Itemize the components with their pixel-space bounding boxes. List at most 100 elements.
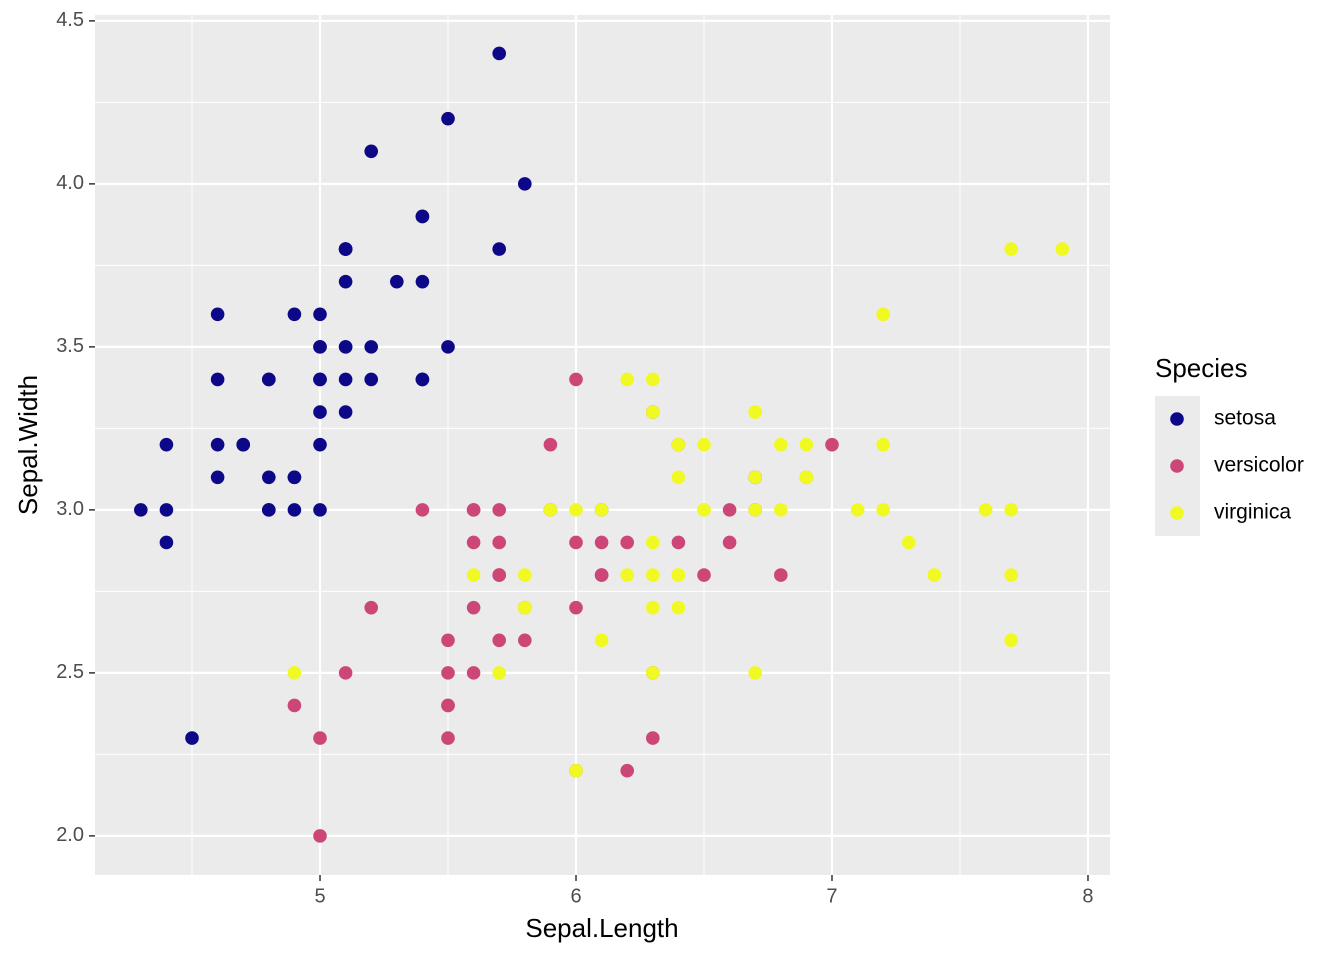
point bbox=[748, 405, 762, 419]
point bbox=[569, 372, 583, 387]
legend-marker bbox=[1170, 459, 1184, 473]
x-tick-label: 5 bbox=[314, 885, 325, 907]
point bbox=[671, 470, 686, 485]
point bbox=[492, 666, 507, 680]
point bbox=[594, 633, 609, 648]
point bbox=[646, 535, 660, 550]
x-tick-label: 8 bbox=[1082, 885, 1093, 907]
point bbox=[236, 437, 251, 452]
point bbox=[466, 666, 481, 680]
point bbox=[466, 600, 481, 615]
point bbox=[492, 568, 507, 582]
point bbox=[748, 666, 762, 680]
point bbox=[646, 666, 660, 680]
point bbox=[313, 372, 327, 387]
point bbox=[364, 340, 379, 354]
point bbox=[313, 340, 327, 354]
y-tick-label: 2.0 bbox=[56, 824, 84, 846]
point bbox=[518, 568, 532, 582]
point bbox=[646, 568, 660, 582]
point bbox=[901, 535, 916, 550]
point bbox=[338, 405, 353, 419]
point bbox=[441, 666, 455, 680]
point bbox=[262, 503, 276, 517]
point bbox=[569, 600, 583, 615]
point bbox=[646, 600, 660, 615]
point bbox=[620, 763, 635, 778]
point bbox=[646, 372, 660, 387]
point bbox=[825, 437, 839, 452]
point bbox=[620, 568, 635, 582]
legend-label: setosa bbox=[1214, 407, 1276, 430]
point bbox=[876, 307, 890, 322]
point bbox=[569, 535, 583, 550]
x-tick-label: 6 bbox=[570, 885, 581, 907]
point bbox=[492, 535, 507, 550]
y-tick-label: 4.0 bbox=[56, 172, 84, 194]
point bbox=[466, 503, 481, 517]
point bbox=[1004, 633, 1018, 648]
panel-background bbox=[95, 15, 1110, 875]
point bbox=[287, 698, 302, 713]
point bbox=[646, 731, 660, 745]
point bbox=[159, 535, 174, 550]
point bbox=[492, 633, 507, 648]
x-tick-label: 7 bbox=[826, 885, 837, 907]
point bbox=[671, 437, 686, 452]
point bbox=[210, 307, 225, 322]
legend-label: versicolor bbox=[1214, 454, 1304, 477]
point bbox=[927, 568, 942, 582]
point bbox=[415, 503, 430, 517]
point bbox=[876, 437, 890, 452]
point bbox=[1055, 242, 1070, 256]
point bbox=[364, 144, 379, 159]
point bbox=[1004, 503, 1018, 517]
point bbox=[390, 274, 404, 289]
point bbox=[287, 503, 302, 517]
point bbox=[850, 503, 865, 517]
point bbox=[313, 437, 327, 452]
point bbox=[620, 535, 635, 550]
point bbox=[543, 503, 558, 517]
point bbox=[313, 731, 327, 745]
point bbox=[338, 274, 353, 289]
point bbox=[876, 503, 890, 517]
y-tick-label: 4.5 bbox=[56, 9, 84, 31]
point bbox=[466, 568, 481, 582]
x-axis-title: Sepal.Length bbox=[525, 913, 678, 943]
point bbox=[1004, 242, 1018, 256]
point bbox=[287, 666, 302, 680]
axes: 5 6 7 8 2.0 2.5 3.0 3.5 4.0 4.5 bbox=[56, 9, 1093, 907]
point bbox=[313, 307, 327, 322]
point bbox=[415, 372, 430, 387]
point bbox=[748, 470, 762, 485]
point bbox=[671, 568, 686, 582]
point bbox=[492, 242, 507, 256]
y-axis-title: Sepal.Width bbox=[13, 375, 43, 515]
points bbox=[134, 46, 1070, 843]
point bbox=[518, 600, 532, 615]
point bbox=[338, 340, 353, 354]
point bbox=[185, 731, 199, 745]
legend-title: Species bbox=[1155, 353, 1248, 383]
point bbox=[594, 535, 609, 550]
point bbox=[1004, 568, 1018, 582]
point bbox=[722, 503, 737, 517]
point bbox=[313, 405, 327, 419]
point bbox=[159, 437, 174, 452]
point bbox=[594, 568, 609, 582]
point bbox=[978, 503, 993, 517]
point bbox=[364, 600, 379, 615]
point bbox=[441, 111, 455, 126]
point bbox=[466, 535, 481, 550]
point bbox=[620, 372, 635, 387]
point bbox=[441, 698, 455, 713]
point bbox=[364, 372, 379, 387]
point bbox=[799, 470, 814, 485]
point bbox=[287, 470, 302, 485]
point bbox=[210, 372, 225, 387]
legend-marker bbox=[1170, 506, 1184, 520]
y-tick-label: 3.0 bbox=[56, 498, 84, 520]
point bbox=[338, 242, 353, 256]
